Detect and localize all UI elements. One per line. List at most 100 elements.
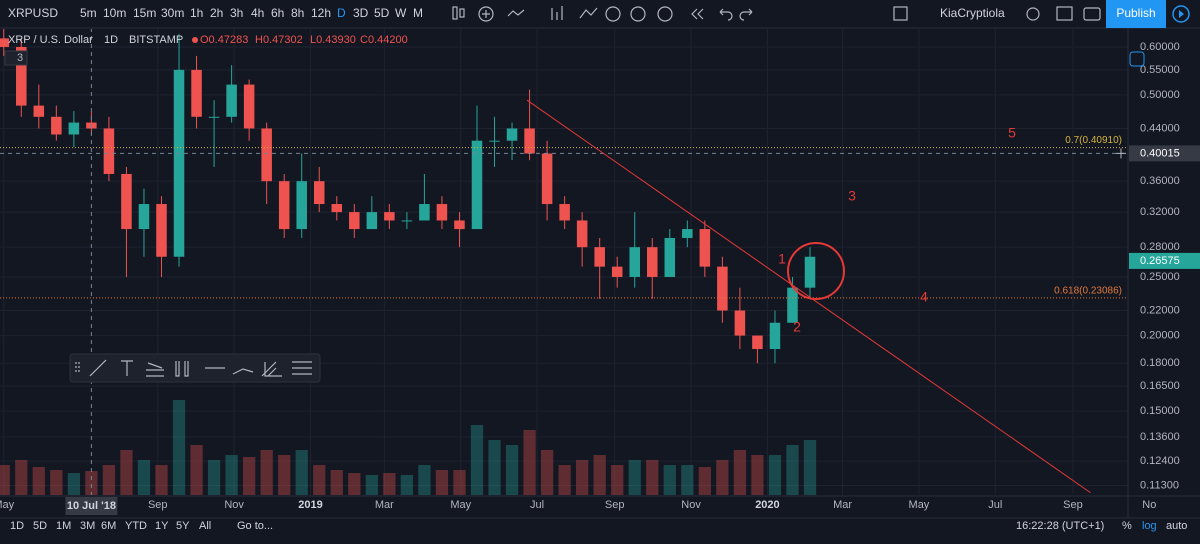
candle-body (261, 128, 272, 182)
candle-body (226, 84, 237, 117)
range-button[interactable]: 5Y (176, 520, 190, 532)
x-tick-label: May (0, 499, 15, 511)
publish-button[interactable] (1106, 0, 1166, 28)
interval-button[interactable]: 3D (353, 6, 369, 20)
candle-body (156, 204, 167, 257)
toolbar-bg (0, 0, 1200, 28)
icon-clock[interactable] (657, 6, 673, 22)
tool-menu[interactable] (292, 361, 312, 375)
symbol[interactable]: XRPUSD (8, 6, 58, 20)
tool-line[interactable] (89, 359, 107, 377)
drag-handle[interactable] (75, 362, 80, 374)
interval-button[interactable]: 12h (311, 6, 331, 20)
x-tick-label: Sep (148, 499, 168, 511)
volume-bar (786, 445, 799, 495)
icon-replay[interactable] (691, 8, 704, 20)
volume-bar (488, 440, 501, 495)
volume-bar (540, 450, 554, 495)
icon-compare[interactable] (551, 6, 563, 20)
icon-fullscreen[interactable] (1056, 6, 1073, 21)
candle-body (699, 229, 711, 267)
interval-button[interactable]: 5D (374, 6, 390, 20)
icon-play[interactable] (1179, 10, 1184, 18)
candle-body (103, 128, 115, 174)
candle-body (243, 84, 255, 129)
scale-toggle[interactable]: auto (1166, 520, 1187, 532)
collapsed-count[interactable]: 3 (17, 52, 23, 64)
candle-body (559, 204, 570, 221)
volume-bar (751, 455, 764, 495)
x-tick-label: 2020 (755, 499, 779, 511)
x-tick-label: May (450, 499, 471, 511)
x-tick-label: Sep (605, 499, 625, 511)
range-button[interactable]: 1Y (155, 520, 169, 532)
range-button[interactable]: 3M (80, 520, 95, 532)
range-button[interactable]: 6M (101, 520, 116, 532)
candle-body (208, 116, 220, 118)
icon-alert[interactable] (605, 6, 621, 22)
icon-add[interactable] (478, 6, 494, 22)
range-button[interactable]: All (199, 520, 211, 532)
interval-button[interactable]: 5m (80, 6, 97, 20)
interval-button[interactable]: 10m (103, 6, 126, 20)
x-tick-label: May (909, 499, 930, 511)
crosshair-y-label: 0.40015 (1140, 147, 1180, 159)
interval-button[interactable]: 1h (190, 6, 203, 20)
scale-toggle[interactable]: % (1122, 520, 1132, 532)
y-tick-label: 0.20000 (1140, 329, 1180, 341)
tool-path[interactable] (232, 368, 254, 375)
y-tick-label: 0.22000 (1140, 304, 1180, 316)
candle-body (629, 247, 640, 277)
icon-settings[interactable] (1026, 7, 1040, 21)
range-button[interactable]: 1M (56, 520, 71, 532)
crosshair-plus (1116, 148, 1126, 159)
tool-fib[interactable] (146, 362, 164, 377)
icon-indicators[interactable] (507, 9, 525, 17)
tool-gann[interactable] (264, 362, 282, 377)
x-tick-label: Jul (988, 499, 1002, 511)
interval-button[interactable]: D (337, 6, 346, 20)
toolbar-icons (452, 6, 1101, 22)
range-button[interactable]: 1D (10, 520, 24, 532)
legend-ohlc: C0.44200 (360, 34, 408, 46)
interval-button[interactable]: 3h (230, 6, 243, 20)
range-button[interactable]: YTD (125, 520, 147, 532)
volume-bar (681, 465, 694, 495)
tool-text[interactable] (121, 360, 133, 376)
interval-button[interactable]: 2h (210, 6, 223, 20)
tool-pattern[interactable] (175, 361, 189, 377)
fib-label: 0.7(0.40910) (1065, 135, 1122, 146)
icon-snapshot[interactable] (1083, 7, 1101, 21)
icon-redo[interactable] (739, 8, 753, 21)
icon-financials[interactable] (579, 7, 598, 19)
interval-button[interactable]: 30m (161, 6, 184, 20)
fib-label: 0.618(0.23086) (1054, 286, 1122, 297)
goto[interactable]: Go to... (237, 520, 273, 532)
icon-layout[interactable] (893, 6, 908, 21)
user-name[interactable]: KiaCryptiola (940, 6, 1005, 20)
candle-body (489, 140, 500, 142)
interval-button[interactable]: 4h (251, 6, 264, 20)
icon-candles[interactable] (452, 6, 458, 20)
candle-body (436, 204, 448, 221)
interval-button[interactable]: 6h (271, 6, 284, 20)
scale-toggle[interactable]: log (1142, 520, 1157, 532)
object-tree-icon[interactable] (1129, 51, 1145, 67)
interval-button[interactable]: M (413, 6, 423, 20)
range-button[interactable]: 5D (33, 520, 47, 532)
x-tick-label: 2019 (298, 499, 322, 511)
volume-bar (505, 445, 519, 495)
icon-compare-k[interactable] (630, 6, 646, 22)
tool-channel[interactable] (261, 361, 277, 377)
icon-play[interactable] (1172, 5, 1190, 23)
publish-label[interactable]: Publish (1116, 6, 1155, 20)
interval-button[interactable]: 15m (133, 6, 156, 20)
x-tick-label: Mar (375, 499, 394, 511)
icon-add[interactable] (482, 10, 490, 18)
interval-button[interactable]: W (395, 6, 407, 20)
collapse-button[interactable] (4, 50, 28, 66)
icon-candles[interactable] (459, 8, 465, 18)
icon-undo[interactable] (719, 8, 733, 21)
interval-button[interactable]: 8h (291, 6, 304, 20)
